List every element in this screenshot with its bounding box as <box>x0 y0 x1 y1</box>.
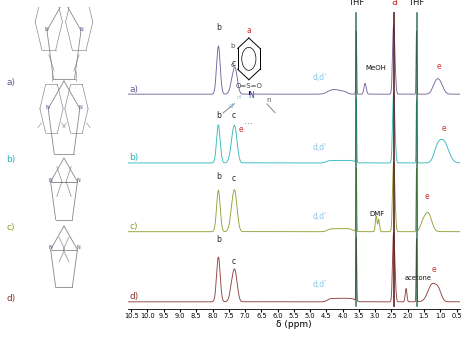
Text: d,d': d,d' <box>313 73 327 82</box>
Text: N: N <box>48 246 52 250</box>
Text: N: N <box>45 26 48 32</box>
X-axis label: δ (ppm): δ (ppm) <box>276 320 312 329</box>
Text: d,d': d,d' <box>313 143 327 153</box>
Text: N: N <box>76 178 80 182</box>
Text: n: n <box>267 97 271 103</box>
Text: a): a) <box>129 85 138 94</box>
Text: b): b) <box>129 153 139 162</box>
Text: c: c <box>232 59 236 68</box>
Text: N: N <box>80 26 83 32</box>
Text: a): a) <box>7 78 15 87</box>
Text: e: e <box>238 125 243 134</box>
Text: c: c <box>232 111 236 120</box>
Text: b: b <box>216 111 221 120</box>
Text: c: c <box>231 62 235 68</box>
Text: c): c) <box>7 223 15 232</box>
Text: b): b) <box>7 155 16 164</box>
Text: N: N <box>76 246 80 250</box>
Text: e: e <box>437 62 441 71</box>
Text: a: a <box>391 0 397 7</box>
Text: d,d': d,d' <box>313 280 327 288</box>
Text: d): d) <box>7 294 16 303</box>
Text: DMF: DMF <box>370 211 385 216</box>
Text: O=S=O: O=S=O <box>236 83 262 89</box>
Text: d,d': d,d' <box>313 212 327 221</box>
Text: ...: ... <box>245 116 253 126</box>
Text: d': d' <box>236 95 242 100</box>
Text: N: N <box>48 178 52 182</box>
Text: MeOH: MeOH <box>365 65 386 71</box>
Text: e: e <box>441 124 446 133</box>
Text: b: b <box>230 44 235 49</box>
Text: N: N <box>248 91 254 100</box>
Text: c): c) <box>129 222 138 231</box>
Text: b: b <box>216 172 221 181</box>
Text: N: N <box>46 105 49 110</box>
Text: d): d) <box>129 292 139 301</box>
Text: N: N <box>79 105 82 110</box>
Text: c: c <box>232 174 236 183</box>
Text: b: b <box>216 23 221 32</box>
Text: acetone: acetone <box>404 275 431 281</box>
Text: d: d <box>229 103 233 109</box>
Text: a: a <box>246 26 251 35</box>
Text: c: c <box>232 257 236 266</box>
Text: e: e <box>431 265 436 274</box>
Text: e: e <box>425 192 429 201</box>
Text: THF: THF <box>348 0 365 7</box>
Text: b: b <box>216 235 221 244</box>
Text: THF: THF <box>409 0 425 7</box>
